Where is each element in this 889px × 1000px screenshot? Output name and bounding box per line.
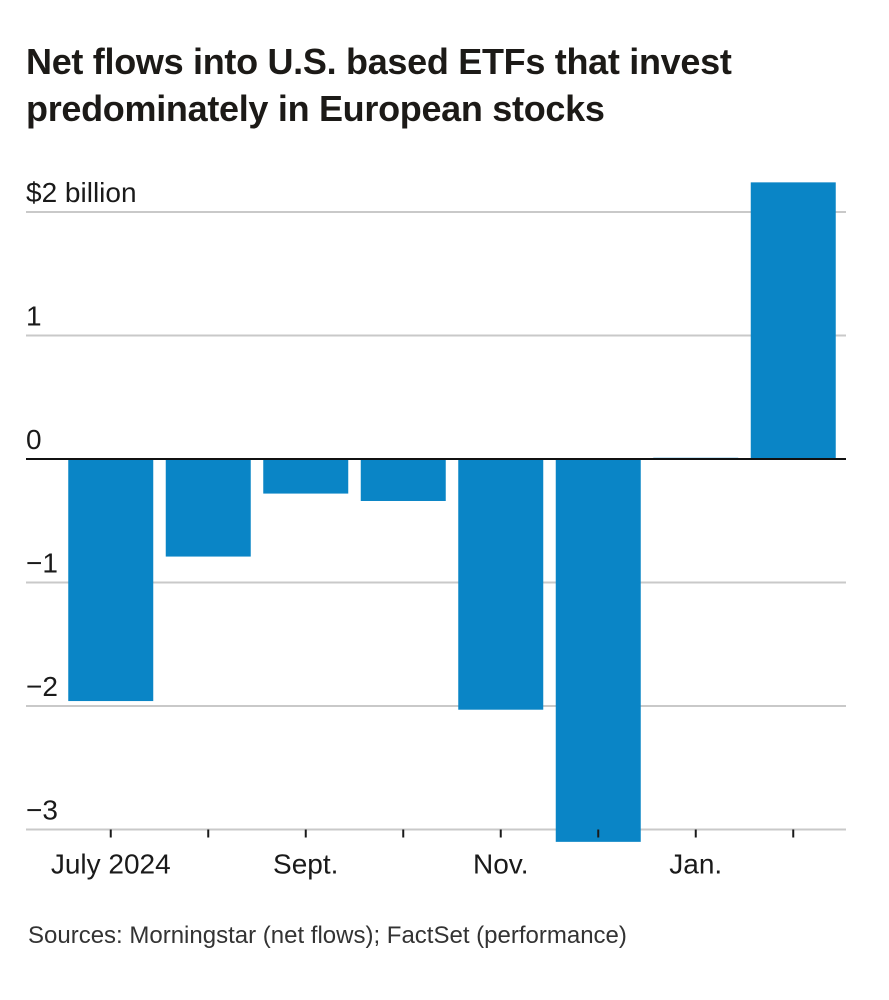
bar-july-2024 <box>68 459 154 702</box>
x-tick-label: July 2024 <box>51 849 171 880</box>
x-tick-label: Jan. <box>669 849 722 880</box>
bar-aug <box>165 459 251 557</box>
source-note: Sources: Morningstar (net flows); FactSe… <box>28 922 627 949</box>
chart-title: Net flows into U.S. based ETFs that inve… <box>26 41 732 129</box>
bar-oct <box>360 459 446 501</box>
y-tick-label: −2 <box>26 671 58 702</box>
bars <box>68 182 836 842</box>
gridlines <box>26 211 846 831</box>
x-tick-label: Sept. <box>273 849 338 880</box>
bar-nov <box>458 459 544 710</box>
bar-dec <box>555 459 641 842</box>
y-tick-label: $2 billion <box>26 177 137 208</box>
bar-feb <box>750 182 836 460</box>
x-tick-label: Nov. <box>473 849 529 880</box>
y-tick-label: −1 <box>26 548 58 579</box>
x-axis: July 2024 Sept. Nov. Jan. <box>51 829 795 880</box>
y-tick-label: −3 <box>26 795 58 826</box>
bar-sept <box>263 459 349 494</box>
y-tick-label: 1 <box>26 301 42 332</box>
y-axis-labels: $2 billion 1 0 −1 −2 −3 <box>26 177 137 826</box>
y-tick-label: 0 <box>26 424 42 455</box>
